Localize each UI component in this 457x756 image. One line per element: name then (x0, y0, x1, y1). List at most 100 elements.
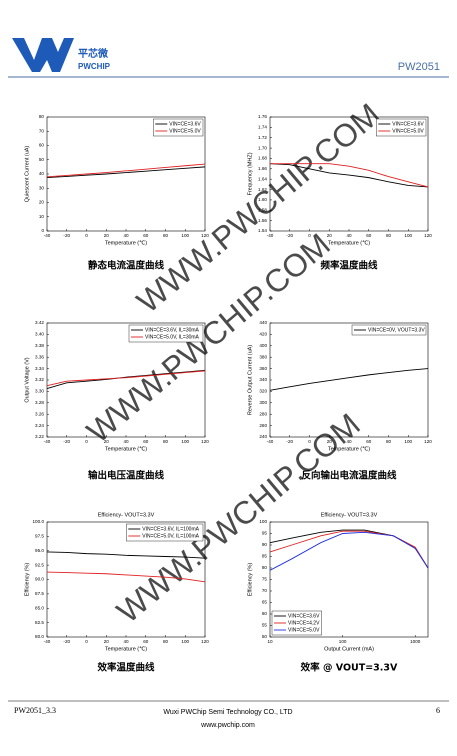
series-line (46, 369, 206, 389)
legend-box (126, 523, 204, 542)
chart: -40 -20 0 20 40 60 80 100 120 240 260 280 300 320 340 3… (247, 320, 432, 481)
y-tick-label: 30 (39, 185, 45, 190)
chart: -40 -20 0 20 40 60 80 100 120 1.54 1.56 1.58 1.60 1.6… (247, 114, 432, 271)
x-tick-label: -40 (267, 233, 274, 238)
x-tick-label: 0 (85, 233, 88, 238)
y-tick-label: 60 (39, 143, 45, 148)
series-line (46, 370, 206, 387)
chart-caption: 效率 @ VOUT=3.3V (301, 662, 398, 674)
x-tick-label: -20 (286, 233, 293, 238)
x-tick-label: 100 (181, 639, 189, 644)
legend-box (376, 118, 427, 137)
y-tick-label: 50 (39, 157, 45, 162)
x-tick-label: 60 (143, 439, 149, 444)
legend-label: VIN=CE=3.6V, IL=100mA (142, 526, 199, 532)
x-tick-label: 100 (181, 233, 189, 238)
x-tick-label: 100 (404, 439, 412, 444)
x-tick-label: 120 (201, 439, 209, 444)
y-tick-label: 80 (262, 565, 268, 570)
x-axis-label: Temperature (℃) (105, 240, 147, 246)
x-tick-label: 0 (85, 439, 88, 444)
legend-label: VIN=CE=3.6V (288, 613, 320, 619)
x-tick-label: 60 (366, 439, 372, 444)
y-tick-label: 65 (262, 600, 268, 605)
legend-label: VIN=CE=0V, VOUT=3.3V (368, 327, 425, 333)
y-tick-label: 1.76 (258, 114, 267, 119)
logo-mark (12, 38, 74, 72)
x-tick-label: 20 (104, 639, 110, 644)
y-tick-label: 85 (262, 554, 268, 559)
x-tick-label: 100 (404, 233, 412, 238)
y-tick-label: 95 (262, 531, 268, 536)
y-tick-label: 3.42 (35, 320, 44, 325)
legend-label: VIN=CE=3.6V, IL=30mA (145, 327, 200, 333)
page-number: 6 (436, 706, 440, 715)
x-tick-label: 100 (339, 639, 347, 644)
y-tick-label: 20 (39, 200, 45, 205)
y-tick-label: 3.22 (35, 434, 44, 439)
x-tick-label: 0 (85, 639, 88, 644)
x-tick-label: 20 (104, 439, 110, 444)
y-tick-label: 240 (259, 434, 267, 439)
y-tick-label: 300 (259, 400, 267, 405)
chart: -40 -20 0 20 40 60 80 100 120 0 10 20 30 40 50 60 70 80 Te… (24, 114, 209, 271)
series-line (46, 551, 206, 559)
chart: Efficiency- VOUT=3.3V 10 100 1000 50 55 60 65 70… (247, 512, 429, 674)
legend-label: VIN=CE=5.0V, IL=100mA (142, 533, 199, 539)
y-tick-label: 60 (262, 611, 268, 616)
series-line (46, 166, 206, 179)
legend-label: VIN=CE=5.0V (169, 128, 201, 134)
charts: -40 -20 0 20 40 60 80 100 12001020304050607080Te… (24, 114, 432, 673)
chart: -40 -20 0 20 40 60 80 100 120 3.22 3.24 3.26 3.28 3.3… (24, 320, 209, 481)
x-tick-label: -20 (63, 233, 70, 238)
y-tick-label: 320 (259, 389, 267, 394)
y-tick-label: 360 (259, 366, 267, 371)
chart-caption: 静态电流温度曲线 (88, 260, 165, 272)
y-tick-label: 3.26 (35, 411, 44, 416)
y-tick-label: 3.24 (35, 423, 44, 428)
y-tick-label: 440 (259, 320, 267, 325)
y-tick-label: 340 (259, 377, 267, 382)
doc-id: PW2051_3.3 (14, 706, 56, 715)
legend-label: VIN=CE=4.2V (288, 620, 320, 626)
series-line (46, 571, 206, 583)
x-axis-label: Output Current (mA) (324, 646, 374, 652)
chart-caption: 反向输出电流温度曲线 (301, 470, 397, 482)
legend-box (128, 324, 204, 343)
y-tick-label: 3.36 (35, 354, 44, 359)
y-tick-label: 87.5 (35, 591, 44, 596)
chart-caption: 输出电压温度曲线 (88, 470, 165, 482)
website: www.pwchip.com (200, 722, 255, 729)
y-tick-label: 1.72 (258, 135, 267, 140)
x-axis-label: Temperature (℃) (328, 240, 370, 246)
y-tick-label: 90.0 (35, 577, 44, 582)
x-tick-label: 60 (143, 639, 149, 644)
x-tick-label: 80 (163, 233, 169, 238)
y-tick-label: 85.0 (35, 605, 44, 610)
chart: Efficiency- VOUT=3.3V -40 -20 0 20 40 60 80 100 1… (24, 512, 209, 673)
y-axis-label: Reverse Output Current (uA) (247, 345, 253, 415)
x-axis-label: Temperature (℃) (105, 446, 147, 452)
y-tick-label: 3.38 (35, 343, 44, 348)
logo-en: PWCHIP (78, 62, 111, 71)
x-tick-label: 120 (201, 639, 209, 644)
legend-label: VIN=CE=5.0V (392, 128, 424, 134)
y-tick-label: 1.70 (258, 145, 267, 150)
x-tick-label: 120 (424, 439, 432, 444)
y-tick-label: 50 (262, 634, 268, 639)
y-axis-label: Efficiency (%) (247, 563, 253, 597)
logo-cn: 平芯微 (78, 47, 109, 60)
x-tick-label: -40 (44, 233, 51, 238)
y-tick-label: 1.66 (258, 166, 267, 171)
y-tick-label: 10 (39, 214, 45, 219)
y-tick-label: 3.34 (35, 366, 44, 371)
y-tick-label: 82.5 (35, 620, 44, 625)
y-tick-label: 260 (259, 423, 267, 428)
part-number: PW2051 (398, 61, 440, 73)
x-tick-label: 80 (163, 639, 169, 644)
x-tick-label: 20 (327, 233, 333, 238)
y-tick-label: 0 (41, 228, 44, 233)
legend-label: VIN=CE=5.0V, IL=30mA (145, 334, 200, 340)
series-line (270, 163, 429, 188)
